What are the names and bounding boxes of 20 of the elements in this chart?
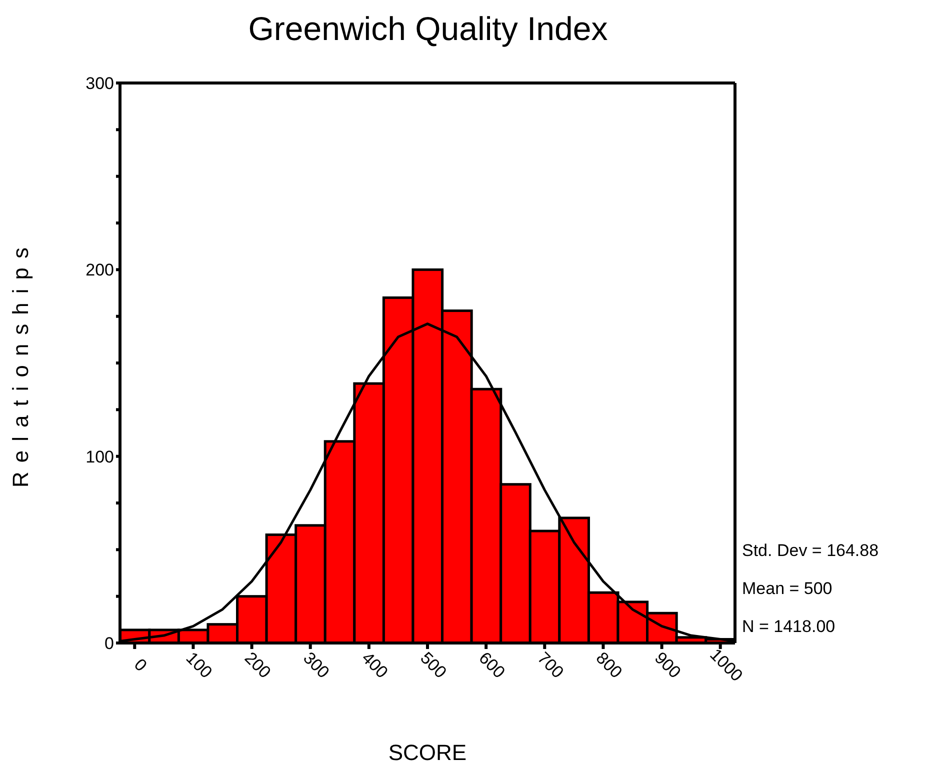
x-tick-label: 700 [534, 648, 568, 682]
chart-title: Greenwich Quality Index [247, 10, 609, 48]
x-tick-label: 600 [475, 648, 509, 682]
text: Mean = 500 [742, 579, 832, 599]
x-tick-label: 100 [182, 648, 216, 682]
text: Std. Dev = 164.88 [742, 541, 879, 561]
y-tick-label: 0 [104, 634, 114, 654]
y-tick-label: 100 [86, 447, 114, 466]
x-tick-label: 400 [358, 648, 392, 682]
x-tick-label: 500 [416, 648, 450, 682]
text: N = 1418.00 [742, 617, 836, 637]
x-tick-label: 200 [240, 648, 274, 682]
x-tick-label: 900 [650, 648, 684, 682]
y-tick-label: 300 [86, 74, 114, 94]
x-tick-label: 0 [130, 655, 151, 676]
x-tick-label: 800 [592, 648, 626, 682]
y-tick-label: 200 [86, 260, 114, 280]
x-axis-title: SCORE [388, 740, 467, 765]
y-axis-title: Relationships [8, 238, 33, 488]
x-tick-label: 300 [299, 648, 333, 682]
